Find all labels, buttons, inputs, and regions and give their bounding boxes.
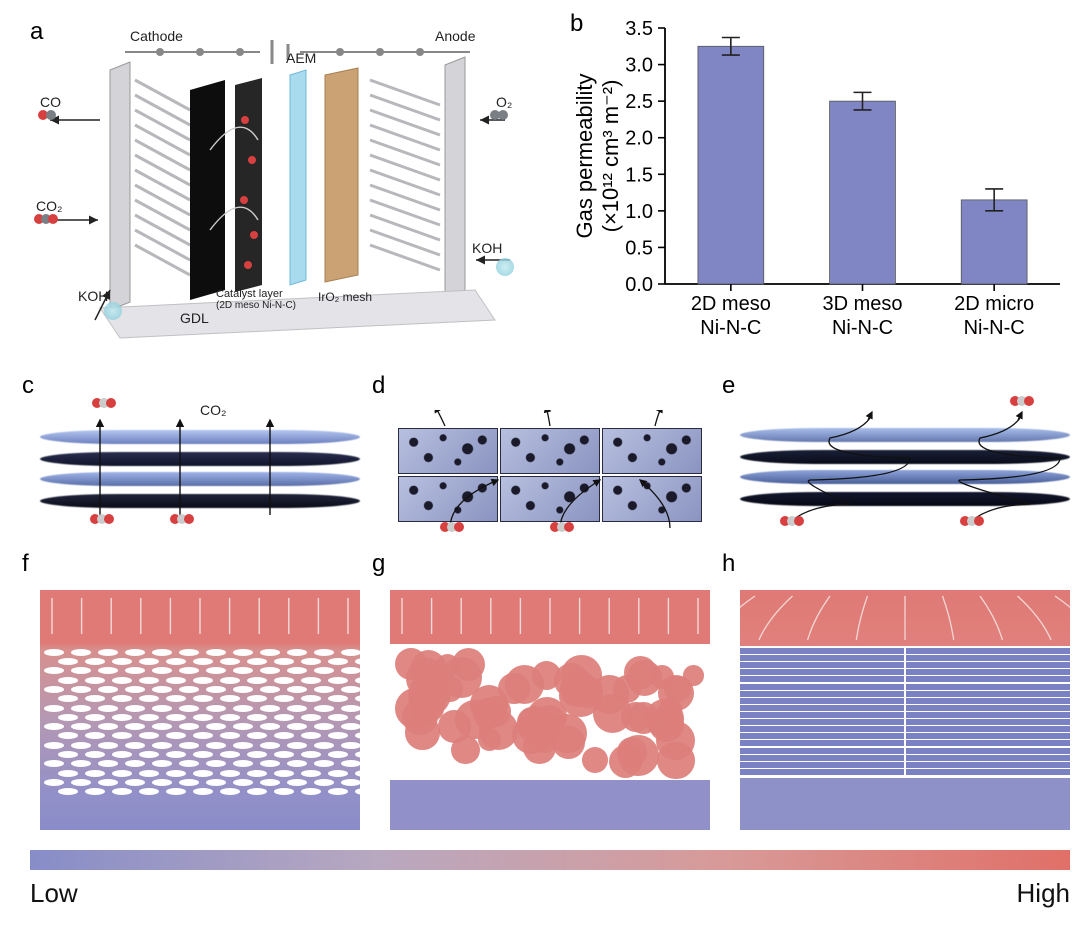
svg-text:2.5: 2.5 bbox=[625, 91, 653, 113]
anode-label: Anode bbox=[435, 28, 475, 44]
iro2-label: IrO₂ mesh bbox=[318, 290, 372, 304]
svg-text:2.0: 2.0 bbox=[625, 128, 653, 150]
svg-text:0.5: 0.5 bbox=[625, 237, 653, 259]
koh-label-left: KOH bbox=[78, 288, 108, 304]
svg-text:3.5: 3.5 bbox=[625, 18, 653, 40]
co2-molecule-icon bbox=[90, 514, 114, 528]
co2-molecule-icon bbox=[92, 398, 116, 412]
bar-chart-svg: 0.0 0.5 1.0 1.5 2.0 2.5 3.0 3.5 Gas permeability… bbox=[570, 10, 1070, 350]
svg-text:Gas permeability: Gas permeability bbox=[572, 73, 597, 238]
co2-gas-label: CO₂ bbox=[200, 402, 226, 418]
co2-molecule-icon bbox=[440, 522, 464, 536]
panel-b-bar-chart: 0.0 0.5 1.0 1.5 2.0 2.5 3.0 3.5 Gas permeability… bbox=[570, 10, 1070, 350]
co2-label: CO₂ bbox=[36, 198, 62, 214]
colorbar bbox=[30, 850, 1070, 870]
panel-a-schematic: Cathode Anode AEM GDL Catalyst layer (2D… bbox=[40, 30, 530, 350]
colorbar-high-label: High bbox=[1017, 878, 1070, 909]
co-label: CO bbox=[40, 94, 61, 110]
co2-molecule-icon bbox=[550, 522, 574, 536]
co2-molecule-icon bbox=[34, 214, 58, 228]
o2-molecule-icon bbox=[490, 110, 514, 124]
co2-molecule-icon bbox=[960, 516, 984, 530]
co2-molecule-icon bbox=[1010, 396, 1034, 410]
catalyst-sub: (2D meso Ni-N-C) bbox=[216, 300, 296, 311]
o2-label: O₂ bbox=[496, 94, 512, 110]
panel-f-simulation bbox=[30, 560, 360, 830]
svg-text:0.0: 0.0 bbox=[625, 274, 653, 296]
figure-multipanel: a b c d e f g h bbox=[10, 10, 1070, 930]
colorbar-low-label: Low bbox=[30, 878, 78, 909]
koh-drop-icon bbox=[496, 258, 514, 276]
co2-molecule-icon bbox=[780, 516, 804, 530]
svg-text:(×10¹² cm³ m⁻²): (×10¹² cm³ m⁻²) bbox=[598, 80, 623, 233]
cathode-label: Cathode bbox=[130, 28, 183, 44]
svg-text:1.0: 1.0 bbox=[625, 201, 653, 223]
co-molecule-icon bbox=[38, 110, 62, 124]
svg-text:2D micro: 2D micro bbox=[954, 293, 1034, 315]
svg-text:2D meso: 2D meso bbox=[691, 293, 771, 315]
svg-text:Ni-N-C: Ni-N-C bbox=[964, 317, 1025, 339]
panel-label-f: f bbox=[22, 550, 29, 578]
svg-text:Ni-N-C: Ni-N-C bbox=[832, 317, 893, 339]
koh-label-right: KOH bbox=[472, 240, 502, 256]
co2-molecule-icon bbox=[170, 514, 194, 528]
panel-e-illustration bbox=[730, 380, 1070, 530]
koh-drop-icon bbox=[104, 302, 122, 320]
gdl-label: GDL bbox=[180, 310, 209, 326]
svg-text:1.5: 1.5 bbox=[625, 164, 653, 186]
panel-d-illustration bbox=[380, 380, 710, 530]
catalyst-label: Catalyst layer bbox=[216, 288, 283, 300]
panel-g-simulation bbox=[380, 560, 710, 830]
svg-text:3.0: 3.0 bbox=[625, 55, 653, 77]
svg-text:3D meso: 3D meso bbox=[822, 293, 902, 315]
svg-text:Ni-N-C: Ni-N-C bbox=[700, 317, 761, 339]
panel-c-illustration: CO₂ bbox=[30, 380, 360, 530]
panel-h-simulation bbox=[730, 560, 1070, 830]
aem-label: AEM bbox=[286, 50, 316, 66]
